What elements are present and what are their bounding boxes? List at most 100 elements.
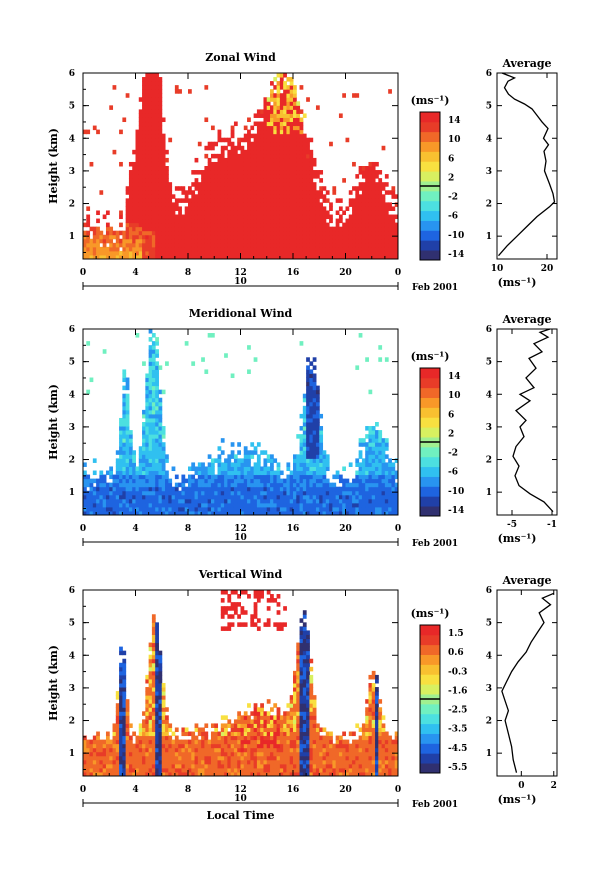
heatmap-cell xyxy=(270,222,274,228)
heatmap-cell xyxy=(260,121,264,127)
heatmap-cell xyxy=(233,121,238,127)
heatmap-cell xyxy=(289,137,294,143)
heatmap-cell xyxy=(201,482,205,488)
heatmap-cell xyxy=(256,145,261,151)
heatmap-cell xyxy=(112,506,117,512)
heatmap-cell xyxy=(276,242,281,248)
heatmap-cell xyxy=(270,234,274,240)
heatmap-cell xyxy=(125,430,130,435)
heatmap-cell xyxy=(306,482,310,488)
heatmap-cell xyxy=(96,238,100,244)
heatmap-cell xyxy=(355,210,360,216)
heatmap-cell xyxy=(253,206,258,211)
heatmap-cell xyxy=(243,238,248,244)
heatmap-cell xyxy=(122,510,127,515)
heatmap-cell xyxy=(276,157,281,163)
heatmap-cell xyxy=(263,133,268,139)
heatmap-cell xyxy=(138,226,143,232)
heatmap-cell xyxy=(260,486,264,492)
heatmap-cell xyxy=(135,145,140,151)
heatmap-cell xyxy=(247,510,251,515)
heatmap-cell xyxy=(296,502,301,508)
heatmap-cell xyxy=(132,246,136,252)
heatmap-cell xyxy=(256,486,261,492)
heatmap-cell xyxy=(128,450,133,455)
heatmap-cell xyxy=(214,751,219,757)
heatmap-cell xyxy=(361,214,366,220)
colorbar-swatch xyxy=(420,377,440,389)
heatmap-cell xyxy=(174,85,179,90)
heatmap-cell xyxy=(342,254,346,259)
heatmap-cell xyxy=(384,438,389,443)
heatmap-cell xyxy=(125,409,130,415)
heatmap-cell xyxy=(132,222,136,228)
heatmap-cell xyxy=(365,214,369,220)
heatmap-cell xyxy=(371,250,376,256)
heatmap-cell xyxy=(151,458,156,463)
heatmap-cell xyxy=(299,426,304,431)
heatmap-cell xyxy=(322,194,327,199)
heatmap-cell xyxy=(204,747,209,753)
heatmap-cell xyxy=(115,466,120,472)
heatmap-cell xyxy=(171,226,176,232)
heatmap-cell xyxy=(204,186,209,191)
heatmap-cell xyxy=(151,727,156,733)
heatmap-cell xyxy=(122,662,127,668)
heatmap-cell xyxy=(270,466,274,472)
profile-x-tick-label: 20 xyxy=(541,264,554,274)
heatmap-cell xyxy=(197,767,202,773)
heatmap-cell xyxy=(171,743,176,749)
heatmap-cell xyxy=(230,462,235,467)
heatmap-cell xyxy=(388,470,392,476)
date-day: 10 xyxy=(234,533,247,543)
heatmap-cell xyxy=(161,490,166,496)
heatmap-cell xyxy=(188,771,192,776)
heatmap-cell xyxy=(352,254,356,259)
heatmap-cell xyxy=(256,494,261,500)
heatmap-cell xyxy=(112,771,117,776)
heatmap-cell xyxy=(210,482,215,488)
heatmap-cell xyxy=(161,727,166,733)
heatmap-cell xyxy=(273,153,278,159)
profile-y-tick-label: 6 xyxy=(486,69,492,79)
heatmap-cell xyxy=(158,711,163,716)
heatmap-cell xyxy=(227,614,232,619)
heatmap-cell xyxy=(260,125,264,131)
heatmap-cell xyxy=(263,105,268,110)
heatmap-cell xyxy=(276,129,281,135)
heatmap-cell xyxy=(155,413,159,419)
heatmap-cell xyxy=(342,486,346,492)
heatmap-cell xyxy=(158,482,163,488)
heatmap-cell xyxy=(151,751,156,757)
heatmap-cell xyxy=(138,478,143,484)
heatmap-cell xyxy=(279,218,284,224)
heatmap-cell xyxy=(315,401,320,407)
heatmap-cell xyxy=(302,393,307,399)
heatmap-cell xyxy=(365,226,369,232)
heatmap-cell xyxy=(368,490,373,496)
heatmap-cell xyxy=(309,434,314,439)
heatmap-cell xyxy=(155,458,159,463)
heatmap-cell xyxy=(96,747,100,753)
heatmap-cell xyxy=(230,739,235,745)
heatmap-cell xyxy=(227,174,232,179)
heatmap-cell xyxy=(230,735,235,741)
heatmap-cell xyxy=(155,174,159,179)
heatmap-cell xyxy=(233,161,238,167)
heatmap-cell xyxy=(171,490,176,496)
heatmap-cell xyxy=(145,397,150,403)
heatmap-cell xyxy=(181,246,186,252)
heatmap-cell xyxy=(105,490,110,496)
heatmap-cell xyxy=(256,498,261,504)
heatmap-cell xyxy=(145,695,150,700)
heatmap-cell xyxy=(138,743,143,749)
heatmap-cell xyxy=(119,490,123,496)
heatmap-cell xyxy=(125,393,130,399)
heatmap-cell xyxy=(161,153,166,159)
heatmap-cell xyxy=(348,482,353,488)
heatmap-cell xyxy=(214,182,219,187)
heatmap-cell xyxy=(145,117,150,123)
heatmap-cell xyxy=(207,166,212,171)
heatmap-cell xyxy=(83,510,87,515)
heatmap-cell xyxy=(165,755,169,761)
